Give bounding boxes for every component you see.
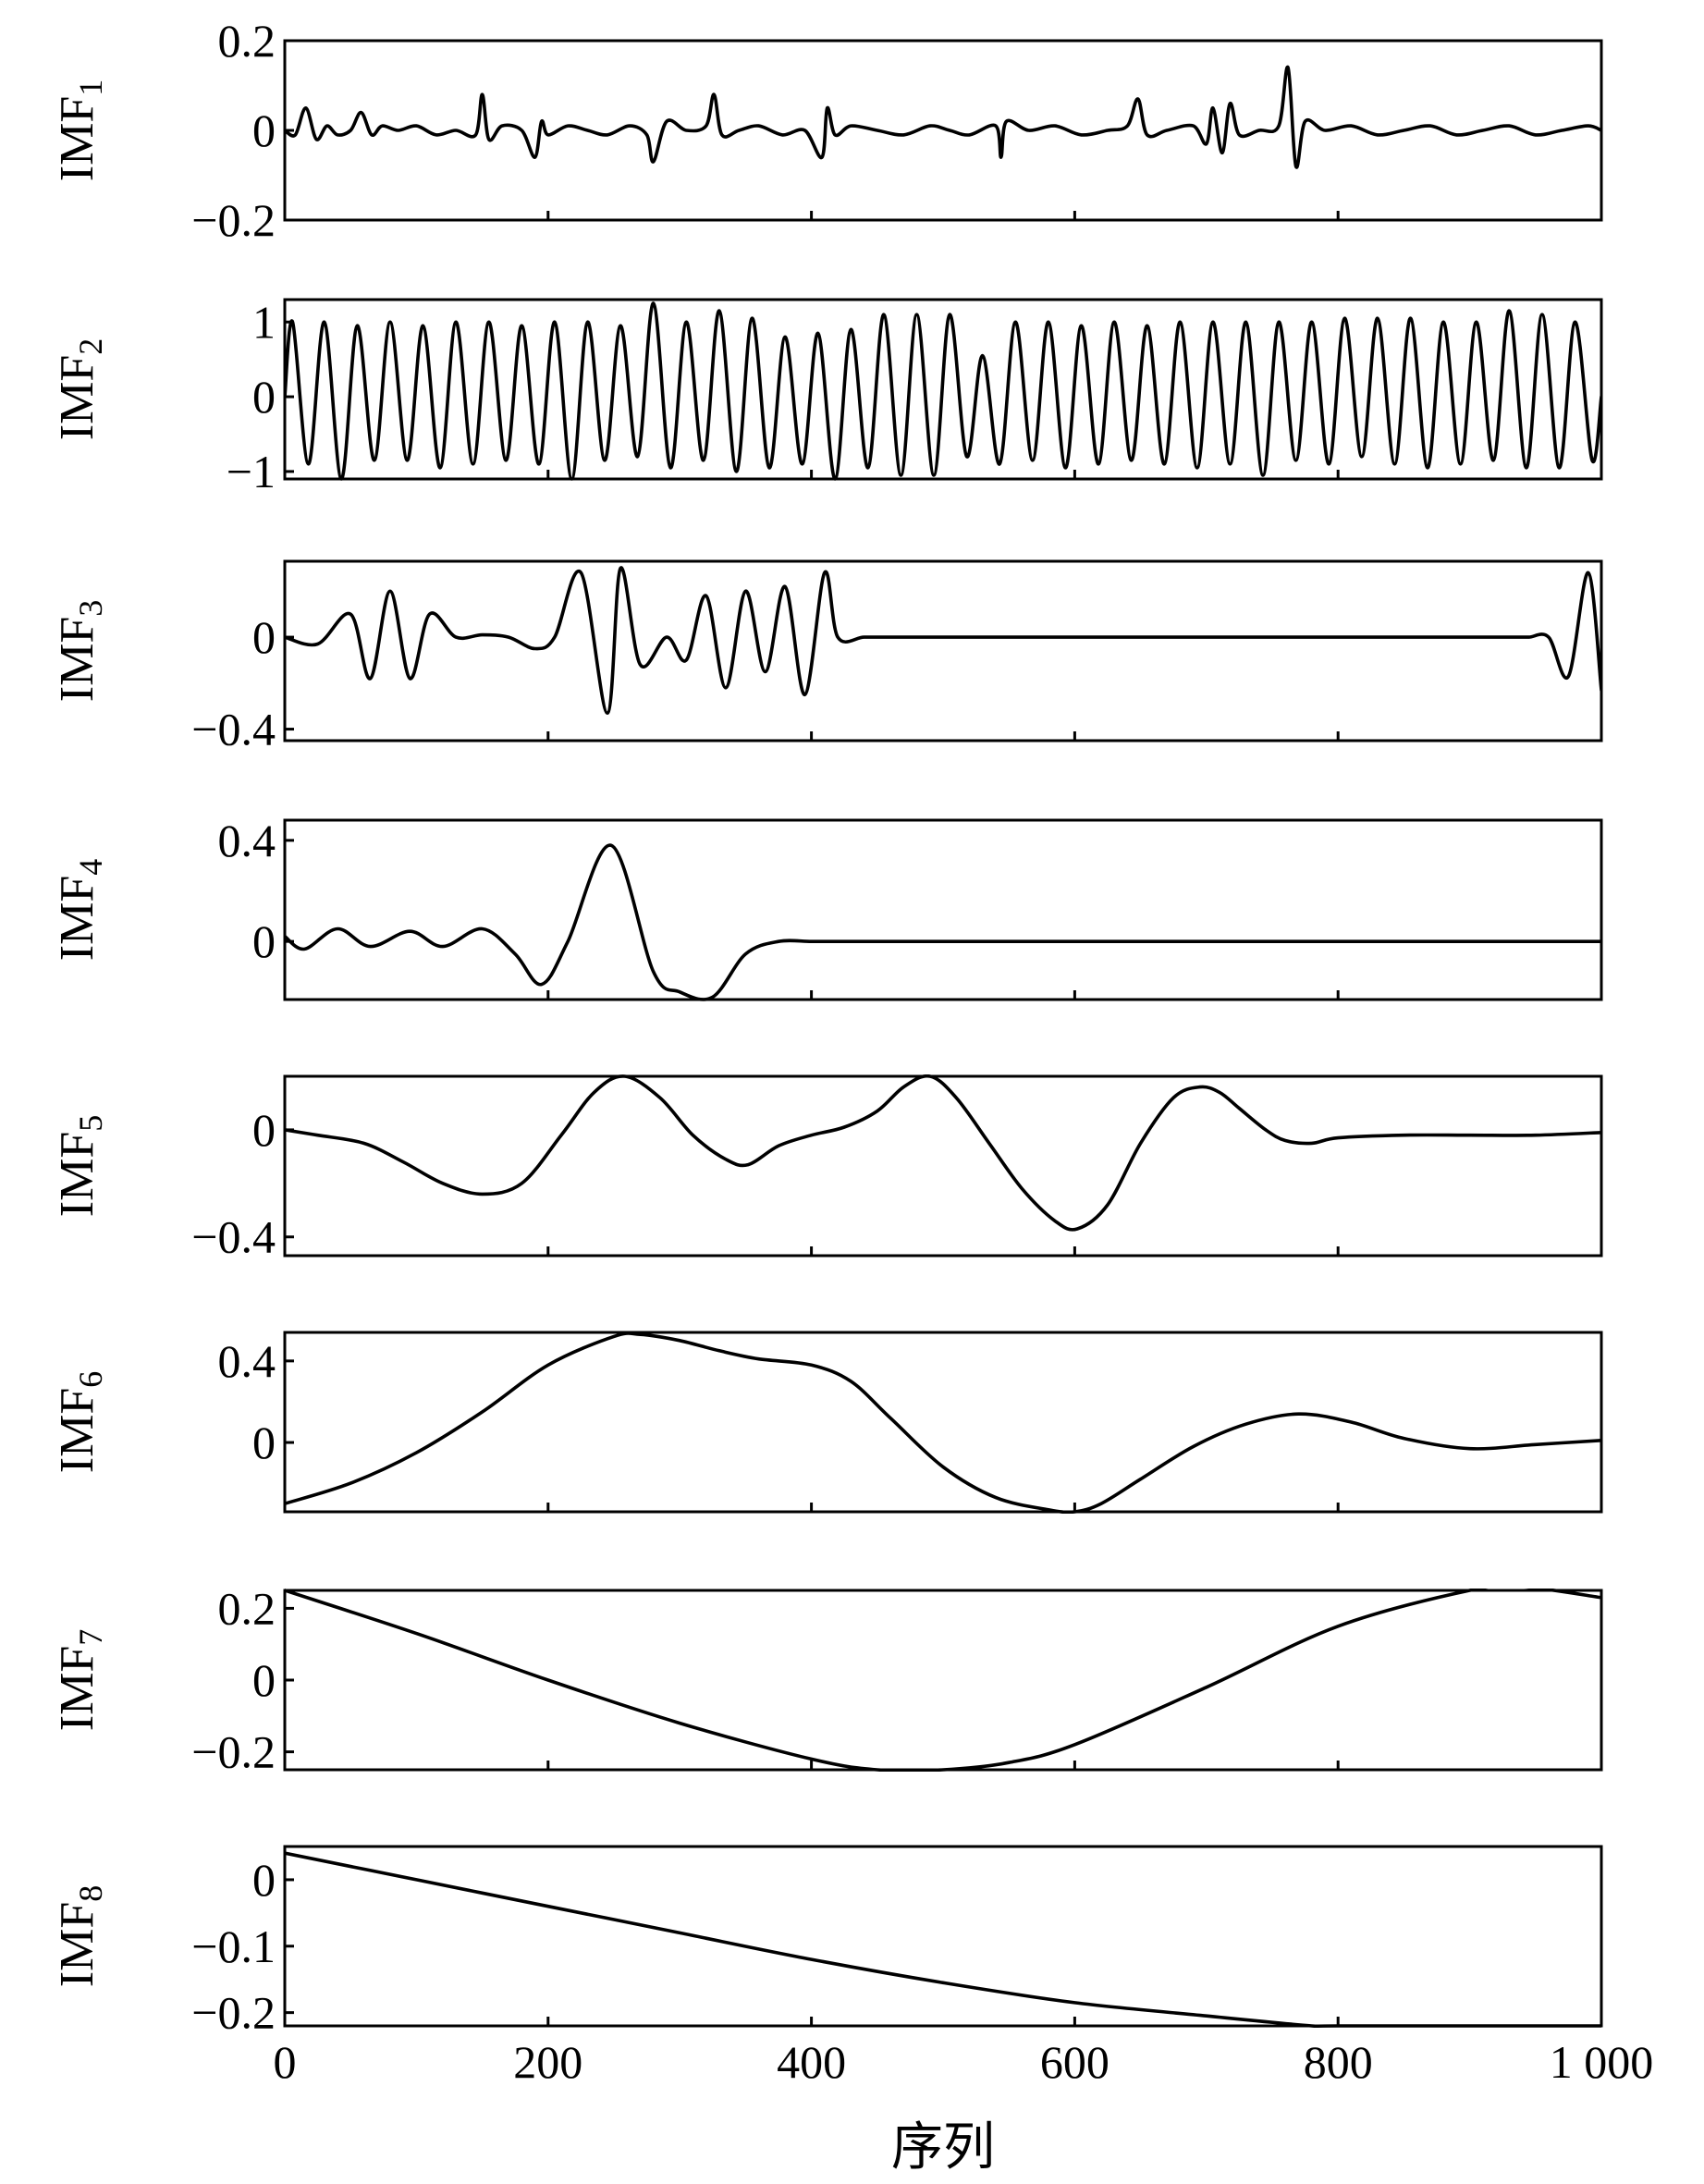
y-axis-label-subscript: 7 (72, 1629, 109, 1646)
series-line-imf1 (285, 66, 1601, 169)
x-tick-label: 1 000 (1550, 2036, 1654, 2088)
y-axis-label-text: IMF (51, 1388, 104, 1473)
y-axis-label: IMF7 (51, 1629, 109, 1731)
y-tick-label: 0 (252, 611, 276, 663)
subplot-frame (283, 559, 1603, 742)
series-line-imf6 (285, 1331, 1601, 1514)
subplot-frame (283, 1074, 1603, 1258)
subplot-frame (283, 1845, 1603, 2028)
series-line-imf7 (285, 1589, 1601, 1772)
series-line-imf3 (285, 566, 1601, 716)
x-tick-label: 400 (777, 2036, 846, 2088)
x-tick-label: 200 (513, 2036, 582, 2088)
y-axis-label-subscript: 5 (72, 1115, 109, 1132)
subplot-frame (283, 1589, 1603, 1772)
y-tick-label: 0 (252, 915, 276, 967)
subplot-stack: 0.20−0.2IMF110−1IMF20−0.4IMF30.40IMF40−0… (51, 15, 1653, 2088)
y-tick-label: 0.2 (218, 1582, 276, 1634)
subplot-frame (283, 1331, 1603, 1514)
x-tick-label: 800 (1304, 2036, 1373, 2088)
y-axis-label: IMF1 (51, 80, 109, 181)
y-tick-label: 0 (252, 1417, 276, 1468)
x-tick-label: 0 (274, 2036, 297, 2088)
y-axis-label: IMF5 (51, 1115, 109, 1217)
y-tick-label: −0.2 (191, 1987, 276, 2039)
series-line-imf8 (285, 1851, 1601, 2028)
y-axis-label-text: IMF (51, 1646, 104, 1731)
y-tick-label: 0 (252, 371, 276, 423)
y-axis-label-subscript: 8 (72, 1885, 109, 1902)
x-axis-label: 序列 (891, 2117, 995, 2178)
y-tick-label: −0.2 (191, 1726, 276, 1778)
y-axis-label: IMF2 (51, 338, 109, 440)
subplot-imf4: 0.4 0 IMF4 (51, 815, 1603, 1001)
y-axis-label: IMF8 (51, 1885, 109, 1987)
series-line-imf2 (285, 301, 1601, 481)
series-line-imf4 (285, 843, 1601, 1001)
y-tick-label: 0 (252, 1104, 276, 1156)
subplot-imf1: 0.2 0 −0.2 IMF1 (51, 15, 1603, 246)
series-line-imf5 (285, 1074, 1601, 1232)
y-axis-label-text: IMF (51, 1132, 104, 1217)
y-axis-label-text: IMF (51, 617, 104, 702)
subplot-imf3: 0 −0.4 IMF3 (51, 559, 1603, 755)
y-tick-label: −1 (227, 446, 276, 497)
y-axis-label-subscript: 1 (72, 80, 109, 96)
y-tick-label: 0.4 (218, 1335, 276, 1387)
y-axis-label-subscript: 3 (72, 600, 109, 617)
y-axis-label-text: IMF (51, 96, 104, 181)
y-axis-label-subscript: 4 (72, 859, 109, 876)
y-axis-label-subscript: 2 (72, 338, 109, 355)
y-tick-label: −0.1 (191, 1920, 276, 1972)
subplot-frame (283, 298, 1603, 481)
y-axis-label-subscript: 6 (72, 1371, 109, 1388)
x-tick-label: 600 (1040, 2036, 1109, 2088)
subplot-imf2: 1 0 −1 IMF2 (51, 296, 1603, 497)
subplot-imf5: 0 −0.4 IMF5 (51, 1074, 1603, 1263)
y-tick-label: −0.4 (191, 1211, 276, 1263)
y-axis-label-text: IMF (51, 1902, 104, 1987)
y-tick-label: 0.4 (218, 815, 276, 866)
subplot-frame (283, 818, 1603, 1001)
y-tick-label: 0 (252, 104, 276, 156)
y-tick-label: 1 (252, 296, 276, 348)
y-axis-label-text: IMF (51, 876, 104, 961)
y-axis-label: IMF6 (51, 1371, 109, 1473)
y-axis-label: IMF4 (51, 859, 109, 961)
y-tick-label: 0 (252, 1854, 276, 1906)
y-tick-label: 0.2 (218, 15, 276, 67)
y-tick-label: −0.2 (191, 194, 276, 246)
subplot-imf6: 0.4 0 IMF6 (51, 1331, 1603, 1514)
subplot-imf7: 0.2 0 −0.2 IMF7 (51, 1582, 1603, 1778)
subplot-imf8: 0 −0.1 −0.2 IMF8 (51, 1845, 1603, 2039)
y-axis-label: IMF3 (51, 600, 109, 702)
y-tick-label: −0.4 (191, 704, 276, 755)
y-tick-label: 0 (252, 1654, 276, 1706)
y-axis-label-text: IMF (51, 355, 104, 440)
